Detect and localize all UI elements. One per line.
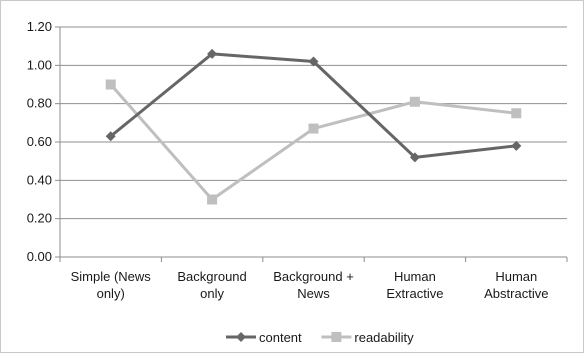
x-tick-label: Background only — [177, 269, 246, 301]
series-readability — [105, 79, 522, 205]
data-point — [511, 108, 522, 119]
legend-label: content — [259, 330, 302, 345]
data-point — [511, 140, 522, 151]
x-tick-label-line: News — [297, 286, 330, 301]
x-tick-label-line: Simple (News — [71, 269, 152, 284]
data-point — [409, 152, 420, 163]
data-point — [207, 48, 218, 59]
data-point — [105, 79, 116, 90]
data-point — [105, 131, 116, 142]
legend: content readability — [226, 330, 414, 345]
data-point — [308, 56, 319, 67]
data-point — [409, 96, 420, 107]
x-tick-label: Simple (News only) — [71, 269, 152, 301]
y-tick-label: 0.80 — [27, 96, 52, 111]
x-tick-label-line: Extractive — [386, 286, 443, 301]
y-tick-label: 1.20 — [27, 19, 52, 34]
y-tick-label: 0.60 — [27, 134, 52, 149]
legend-marker — [236, 332, 246, 342]
x-tick-label: Human Extractive — [386, 269, 443, 301]
x-tick-label-line: Background + — [273, 269, 354, 284]
y-tick-label: 0.20 — [27, 211, 52, 226]
legend-item-readability: readability — [321, 330, 414, 345]
data-point — [207, 194, 218, 205]
y-tick-label: 1.00 — [27, 57, 52, 72]
x-tick-label-line: Human — [495, 269, 537, 284]
y-tick-label: 0.40 — [27, 172, 52, 187]
series-group — [105, 48, 522, 205]
series-content — [105, 48, 522, 163]
data-point — [308, 123, 319, 134]
legend-item-content: content — [226, 330, 302, 345]
y-axis-ticks: 0.00 0.20 0.40 0.60 0.80 1.00 1.20 — [27, 19, 61, 264]
legend-marker — [331, 332, 342, 342]
x-axis-ticks: Simple (News only)Background onlyBackgroun… — [59, 257, 568, 301]
x-tick-label: Background + News — [273, 269, 354, 301]
x-tick-label-line: only — [200, 286, 224, 301]
x-tick-label-line: Human — [394, 269, 436, 284]
x-tick-label-line: only) — [97, 286, 125, 301]
x-tick-label-line: Abstractive — [484, 286, 548, 301]
x-tick-label-line: Background — [177, 269, 246, 284]
legend-label: readability — [354, 330, 414, 345]
y-tick-label: 0.00 — [27, 249, 52, 264]
x-tick-label: Human Abstractive — [484, 269, 548, 301]
